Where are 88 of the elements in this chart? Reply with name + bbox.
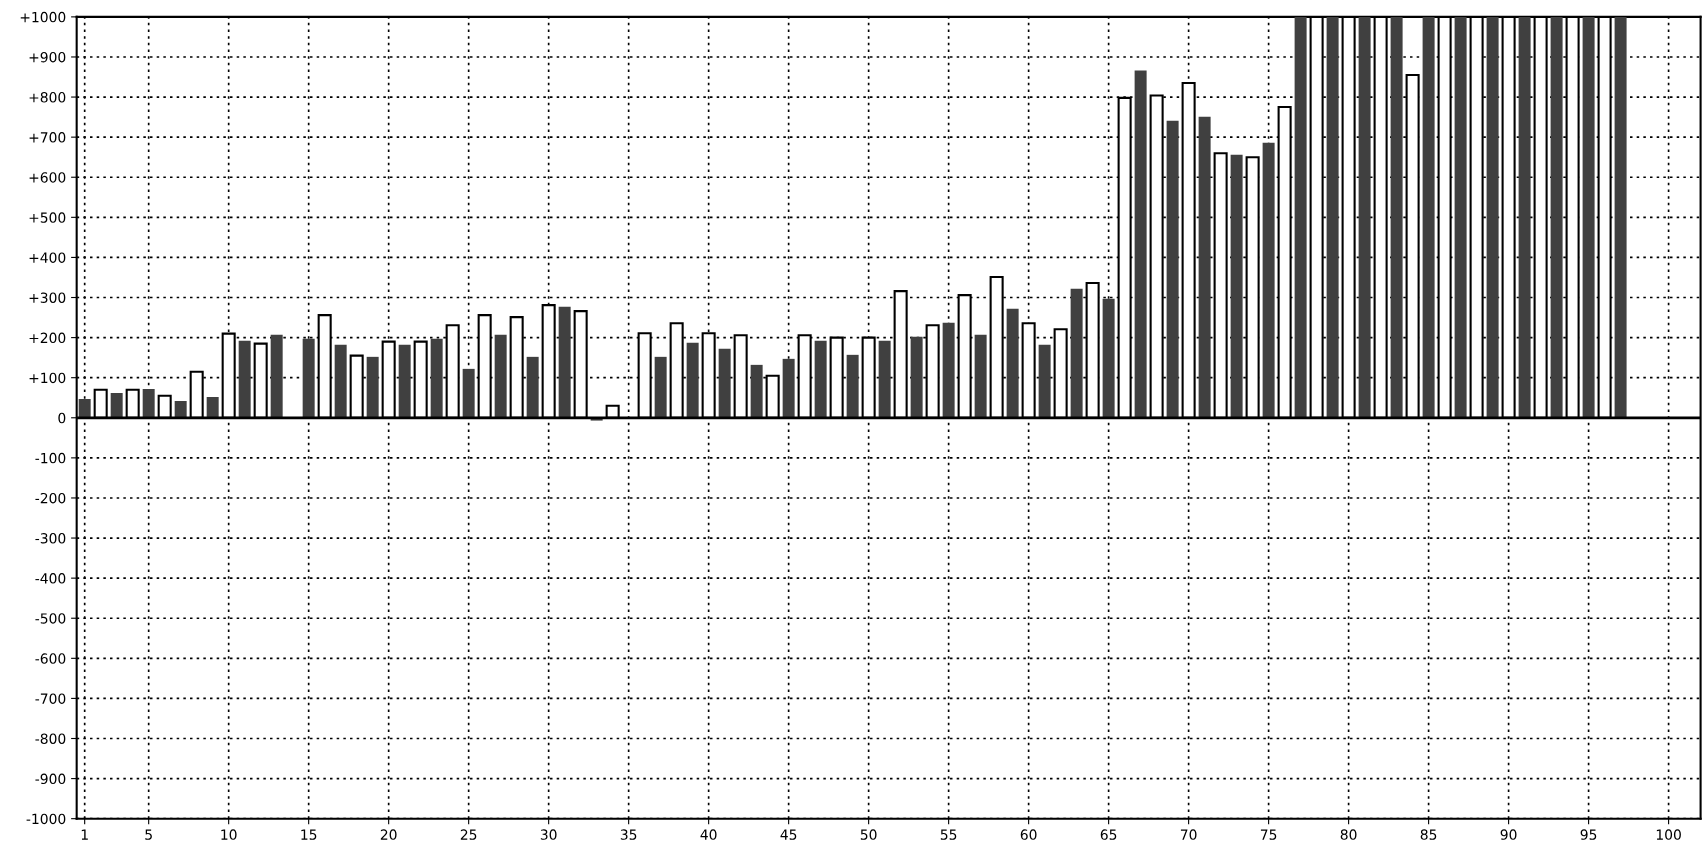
y-tick-label: +800 [29,92,66,103]
bar [1294,16,1307,418]
y-tick-label: 0 [58,412,66,424]
bar [526,356,539,418]
bar [1070,288,1083,418]
y-tick-label: +500 [29,212,66,223]
y-tick-label: -100 [35,452,66,464]
bar [782,358,795,418]
bar [1614,16,1627,418]
bar [1358,16,1371,418]
bar [1422,16,1435,418]
bar [142,388,155,418]
bar [1486,16,1499,418]
y-tick-label: -600 [35,653,66,664]
x-tick-label: 75 [1260,829,1277,840]
bar [1102,298,1115,418]
x-tick-label: 1 [81,829,88,840]
bar [1230,154,1243,418]
bar [1454,16,1467,418]
x-tick-label: 20 [380,829,397,840]
bar [910,336,923,418]
bar [238,340,251,418]
x-tick-label: 40 [700,829,717,840]
x-tick-label: 10 [221,829,237,840]
bar [878,340,891,418]
x-tick-label: 50 [860,829,877,840]
bar [1326,16,1339,418]
x-tick-label: 70 [1180,829,1197,840]
bar [1550,16,1563,418]
y-tick-label: -200 [35,492,66,504]
bar [110,392,123,418]
x-tick-label: 100 [1656,829,1681,840]
bar [302,338,315,418]
x-tick-label: 85 [1420,829,1437,840]
y-tick-label: +700 [29,132,66,143]
bar [462,368,475,418]
y-tick-label: +200 [29,332,66,344]
bar [718,348,731,418]
bar [270,334,283,418]
bar [1006,308,1019,418]
y-tick-label: -300 [35,533,66,544]
x-tick-label: 95 [1580,829,1597,840]
bar [686,342,699,418]
bar [1582,16,1595,418]
x-tick-label: 30 [540,829,557,840]
bar [78,398,91,418]
bar [1134,70,1147,418]
y-tick-label: -700 [35,693,66,704]
bar [846,354,859,418]
x-tick-label: 25 [460,829,477,840]
x-tick-label: 35 [620,829,637,840]
x-tick-label: 60 [1020,829,1037,840]
bar [1198,116,1211,418]
y-tick-label: +1000 [20,11,66,23]
x-tick-label: 65 [1100,829,1117,840]
x-tick-label: 55 [940,829,957,840]
bar [558,306,571,418]
x-tick-label: 15 [301,829,317,840]
bar [942,322,955,418]
bar [750,364,763,418]
y-tick-label: -400 [35,573,66,584]
y-tick-label: +900 [29,51,66,63]
bar [430,338,443,418]
y-tick-label: +100 [29,372,66,384]
y-tick-label: -800 [35,733,66,744]
x-tick-label: 5 [145,829,152,840]
y-tick-label: -1000 [26,813,66,825]
bar [366,356,379,418]
y-tick-label: -900 [35,773,66,785]
bar [1166,120,1179,418]
bar [398,344,411,418]
bar [974,334,987,418]
bar [1390,16,1403,418]
x-tick-label: 90 [1500,829,1517,840]
bar [654,356,667,418]
x-tick-label: 45 [780,829,797,840]
bar [1518,16,1531,418]
y-tick-label: +600 [29,172,66,183]
bar [206,396,219,418]
x-tick-label: 80 [1340,829,1357,840]
bar [814,340,827,418]
bar [1262,142,1275,418]
bar [1038,344,1051,418]
bar [494,334,507,418]
bar [334,344,347,418]
y-tick-label: +300 [29,292,66,303]
y-tick-label: -500 [35,613,66,624]
y-tick-label: +400 [29,252,66,263]
